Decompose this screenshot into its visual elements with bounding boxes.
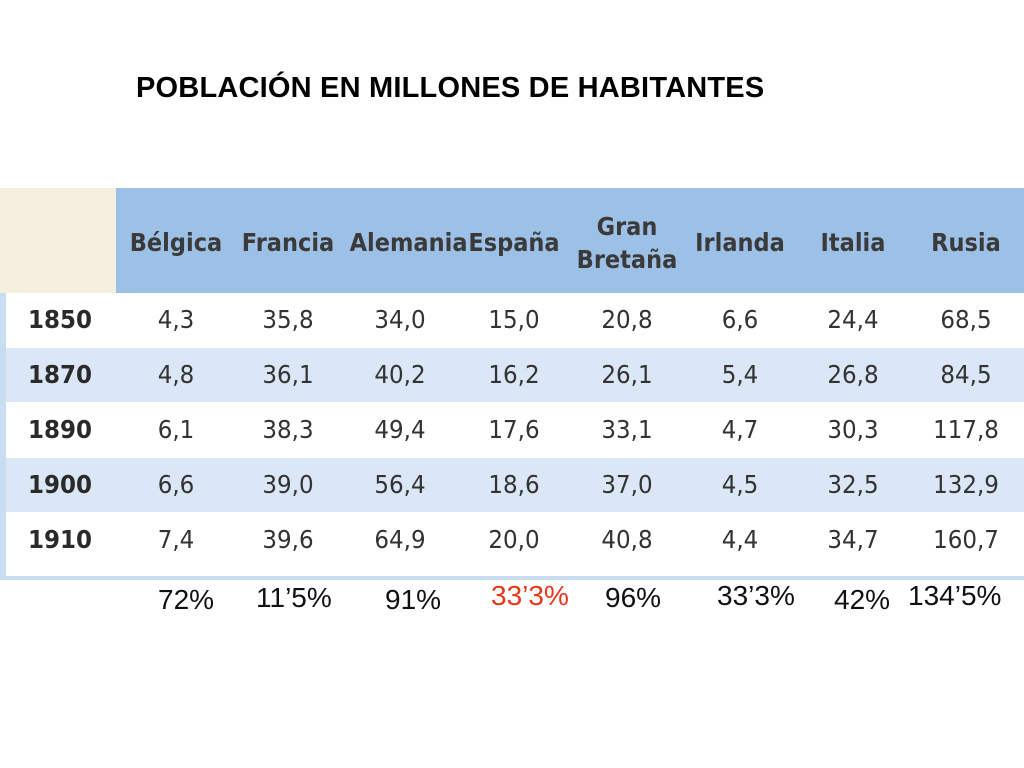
value-cell: 26,1 xyxy=(601,360,653,389)
value-cell: 56,4 xyxy=(374,470,426,499)
value-cell: 39,0 xyxy=(262,470,314,499)
value-cell: 40,8 xyxy=(601,525,653,554)
column-header-line: Rusia xyxy=(931,228,1001,257)
value-cell: 37,0 xyxy=(601,470,653,499)
year-cell: 1850 xyxy=(28,305,93,334)
growth-percentage: 91% xyxy=(385,584,442,615)
value-cell: 4,7 xyxy=(721,415,759,444)
table-corner-cell xyxy=(0,188,116,293)
value-cell: 84,5 xyxy=(940,360,992,389)
table-row: 1850 4,3 35,8 34,0 15,0 20,8 6,6 24,4 68,5 xyxy=(6,293,1024,347)
population-table: Bélgica Francia Alemania España Gran Bretaña I… xyxy=(0,188,1024,580)
growth-percentage: 33’3% xyxy=(717,580,795,611)
value-cell: 36,1 xyxy=(262,360,314,389)
value-cell: 26,8 xyxy=(827,360,879,389)
table-row: 1890 6,1 38,3 49,4 17,6 33,1 4,7 30,3 117,8 xyxy=(6,403,1024,457)
column-header-line: Alemania xyxy=(349,228,468,257)
value-cell: 4,8 xyxy=(157,360,195,389)
column-header: Alemania xyxy=(349,226,468,259)
value-cell: 5,4 xyxy=(721,360,759,389)
value-cell: 132,9 xyxy=(933,470,999,499)
year-cell: 1870 xyxy=(28,360,93,389)
value-cell: 117,8 xyxy=(933,415,999,444)
column-header: Rusia xyxy=(916,226,1017,259)
value-cell: 17,6 xyxy=(488,415,540,444)
value-cell: 18,6 xyxy=(488,470,540,499)
column-header-line: Gran xyxy=(596,211,658,241)
value-cell: 49,4 xyxy=(374,415,426,444)
value-cell: 30,3 xyxy=(827,415,879,444)
table-row: 1900 6,6 39,0 56,4 18,6 37,0 4,5 32,5 132,9 xyxy=(6,458,1024,512)
growth-percentage: 96% xyxy=(605,582,662,613)
value-cell: 33,1 xyxy=(601,415,653,444)
table-bottom-border xyxy=(0,576,1024,580)
column-header-line: Bretaña xyxy=(576,244,678,274)
value-cell: 35,8 xyxy=(262,305,314,334)
value-cell: 6,6 xyxy=(721,305,759,334)
value-cell: 6,1 xyxy=(157,415,195,444)
value-cell: 38,3 xyxy=(262,415,314,444)
column-header: Irlanda xyxy=(690,226,791,259)
growth-percentage: 72% xyxy=(158,584,215,615)
value-cell: 16,2 xyxy=(488,360,540,389)
value-cell: 4,5 xyxy=(721,470,759,499)
value-cell: 34,0 xyxy=(374,305,426,334)
column-header-line: Francia xyxy=(241,228,335,257)
value-cell: 39,6 xyxy=(262,525,314,554)
value-cell: 4,4 xyxy=(721,525,759,554)
column-header-line: Bélgica xyxy=(129,228,223,257)
column-header-line: España xyxy=(468,228,560,257)
value-cell: 34,7 xyxy=(827,525,879,554)
value-cell: 20,0 xyxy=(488,525,540,554)
growth-percentage: 11’5% xyxy=(256,582,332,613)
value-cell: 40,2 xyxy=(374,360,426,389)
table-row: 1870 4,8 36,1 40,2 16,2 26,1 5,4 26,8 84,5 xyxy=(6,348,1024,402)
column-header: Bélgica xyxy=(126,226,227,259)
value-cell: 160,7 xyxy=(933,525,999,554)
value-cell: 15,0 xyxy=(488,305,540,334)
value-cell: 64,9 xyxy=(374,525,426,554)
column-header: España xyxy=(464,226,565,259)
column-header: Italia xyxy=(803,226,904,259)
table-body xyxy=(0,293,1024,580)
year-cell: 1910 xyxy=(28,525,93,554)
year-cell: 1900 xyxy=(28,470,93,499)
column-header-line: Italia xyxy=(820,228,886,257)
value-cell: 68,5 xyxy=(940,305,992,334)
table-header-row xyxy=(116,188,1024,293)
table-row: 1910 7,4 39,6 64,9 20,0 40,8 4,4 34,7 160,7 xyxy=(6,513,1024,567)
value-cell: 7,4 xyxy=(157,525,195,554)
value-cell: 24,4 xyxy=(827,305,879,334)
growth-percentage: 33’3% xyxy=(491,580,569,611)
value-cell: 4,3 xyxy=(157,305,195,334)
year-cell: 1890 xyxy=(28,415,93,444)
value-cell: 20,8 xyxy=(601,305,653,334)
column-header: Gran Bretaña xyxy=(577,210,678,276)
growth-percentage: 134’5% xyxy=(908,580,1002,611)
column-header: Francia xyxy=(238,226,339,259)
page-title: POBLACIÓN EN MILLONES DE HABITANTES xyxy=(136,72,765,104)
table-left-border xyxy=(0,293,6,580)
column-header-line: Irlanda xyxy=(695,228,785,257)
value-cell: 6,6 xyxy=(157,470,195,499)
growth-percentage: 42% xyxy=(834,584,891,615)
value-cell: 32,5 xyxy=(827,470,879,499)
